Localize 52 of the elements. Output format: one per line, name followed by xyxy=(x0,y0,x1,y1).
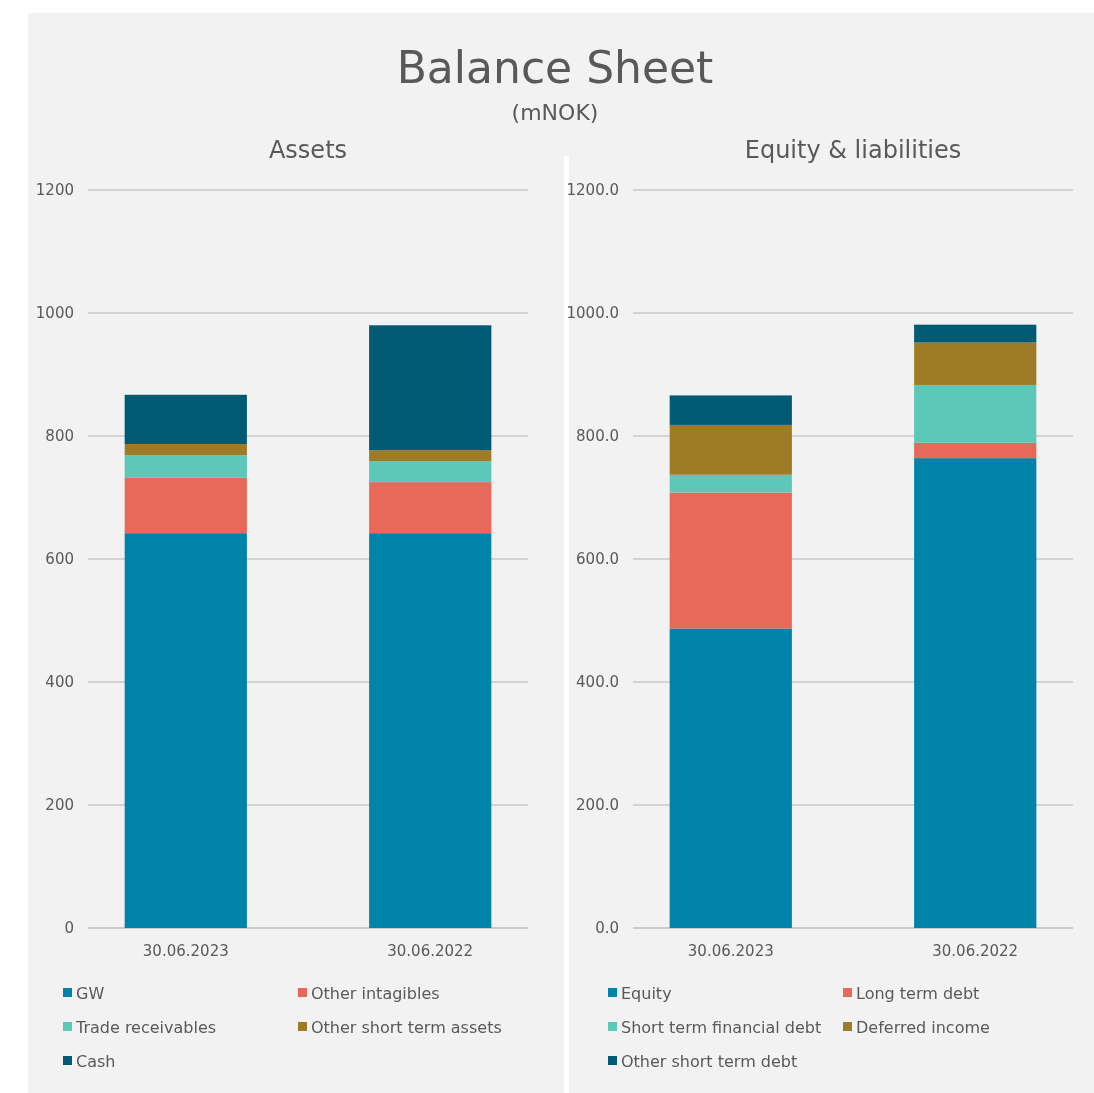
y-tick-label: 1000 xyxy=(35,304,74,323)
y-tick-label: 400 xyxy=(45,673,74,692)
bar xyxy=(914,324,1037,343)
bar xyxy=(124,394,247,444)
bar xyxy=(669,628,792,928)
y-tick-label: 400.0 xyxy=(576,673,619,692)
chart-title: Assets xyxy=(268,136,348,164)
y-tick-label: 0.0 xyxy=(595,919,619,938)
bar xyxy=(669,474,792,493)
bar xyxy=(669,424,792,475)
legend-label: Short term financial debt xyxy=(621,1017,822,1037)
bar xyxy=(669,492,792,629)
bar xyxy=(124,533,247,928)
legend-label: Deferred income xyxy=(856,1017,990,1037)
y-tick-label: 1000.0 xyxy=(566,304,619,323)
bar xyxy=(914,442,1037,459)
legend-label: GW xyxy=(76,983,105,1003)
x-tick-label: 30.06.2023 xyxy=(142,942,229,960)
y-tick-label: 600 xyxy=(45,550,74,569)
legend-label: Cash xyxy=(76,1051,116,1071)
legend-label: Equity xyxy=(621,983,672,1003)
bar xyxy=(914,384,1037,443)
text: (mNOK) xyxy=(511,100,599,125)
bar xyxy=(369,533,492,928)
legend-label: Other short term debt xyxy=(621,1051,798,1071)
legend-label: Long term debt xyxy=(856,983,980,1003)
legend-label: Trade receivables xyxy=(75,1017,217,1037)
bar xyxy=(914,342,1037,385)
chart-title: Equity & liabilities xyxy=(744,136,962,164)
text: Balance Sheet xyxy=(396,42,714,93)
x-tick-label: 30.06.2022 xyxy=(932,942,1019,960)
y-tick-label: 200 xyxy=(45,796,74,815)
x-tick-label: 30.06.2022 xyxy=(387,942,474,960)
y-tick-label: 600.0 xyxy=(576,550,619,569)
bar xyxy=(369,325,492,451)
bar xyxy=(369,461,492,483)
y-tick-label: 1200.0 xyxy=(566,181,619,200)
bar xyxy=(914,458,1037,928)
bar xyxy=(369,482,492,534)
legend-label: Other intagibles xyxy=(311,983,440,1003)
bar xyxy=(369,450,492,462)
bar xyxy=(124,444,247,456)
y-tick-label: 200.0 xyxy=(576,796,619,815)
bar xyxy=(669,395,792,425)
y-tick-label: 0 xyxy=(64,919,74,938)
y-tick-label: 800 xyxy=(45,427,74,446)
y-tick-label: 1200 xyxy=(35,181,74,200)
bar xyxy=(124,455,247,478)
y-tick-label: 800.0 xyxy=(576,427,619,446)
bar xyxy=(124,477,247,534)
x-tick-label: 30.06.2023 xyxy=(687,942,774,960)
legend-label: Other short term assets xyxy=(311,1017,502,1037)
